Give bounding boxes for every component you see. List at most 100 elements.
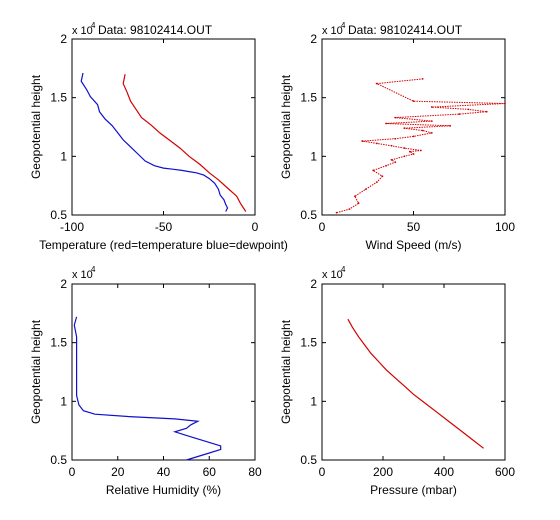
pressure-series-0-line [347,318,484,449]
panel-pressure-ylabel: Geopotential height [279,319,293,424]
temperature-x-tick-label: -100 [60,220,84,234]
wind-speed-data-point [376,181,378,184]
panel-humidity-plot-area: 0 20 40 60 80 0.5 1 1.5 2 [50,277,262,479]
panel-humidity-xlabel: Relative Humidity (%) [106,483,221,497]
wind-speed-data-point [430,120,433,123]
wind-speed-data-point [390,144,393,147]
wind-speed-data-point [412,100,415,103]
wind-speed-y-tick-label: 1 [310,149,317,163]
pressure-x-tick-label: 600 [495,465,515,479]
wind-speed-x-tick-label: 50 [407,220,421,234]
wind-speed-y-tick-label: 2 [310,32,317,46]
panel-wind-speed-ylabel: Geopotential height [279,74,293,179]
wind-speed-data-point [385,164,387,167]
pressure-y-tick-label: 2 [310,277,317,291]
panel-temperature-xlabel: Temperature (red=temperature blue=dewpoi… [39,238,288,252]
panel-wind-speed-title: Data: 98102414.OUT [348,23,463,37]
pressure-y-tick-label: 1 [310,394,317,408]
panel-wind-speed-exponent-base: x 10 [322,25,343,37]
wind-speed-data-point [385,122,387,125]
panel-temperature-ylabel: Geopotential height [29,74,43,179]
wind-speed-data-point [348,208,351,211]
wind-speed-data-point [430,131,433,134]
wind-speed-x-tick-label: 0 [319,220,326,234]
wind-speed-data-point [376,82,378,85]
wind-speed-series-0-trace [336,78,506,214]
wind-speed-data-point [403,147,406,150]
humidity-series-0-line [73,316,222,461]
panel-humidity-ylabel: Geopotential height [29,319,43,424]
panel-pressure-exponent-power: 4 [341,265,346,274]
wind-speed-axes-box [321,38,506,216]
wind-speed-data-point [504,102,506,105]
panel-pressure-exponent-base: x 10 [322,269,343,281]
wind-speed-data-point [467,108,470,111]
wind-speed-data-point [458,113,461,115]
wind-speed-y-tick-label: 0.5 [300,208,317,222]
temperature-series-0-line [122,74,247,212]
wind-speed-data-point [403,155,406,158]
wind-speed-x-tick-label: 100 [495,220,515,234]
wind-speed-data-point [390,158,393,161]
humidity-x-tick-label: 80 [248,465,262,479]
wind-speed-data-point [394,161,397,164]
wind-speed-data-point [372,169,375,172]
wind-speed-data-point [403,127,406,130]
wind-speed-data-point [357,202,360,205]
temperature-y-tick-label: 2 [60,32,67,46]
wind-speed-data-point [449,124,451,127]
wind-speed-data-point [354,195,356,198]
wind-speed-data-point [365,188,367,191]
pressure-y-tick-label: 1.5 [300,336,317,350]
panel-temperature-plot-area: -100 -50 0 0.5 1 1.5 2 [50,32,258,234]
wind-speed-data-point [421,77,424,80]
panel-temperature: x 10 4 Data: 98102414.OUT -100 -50 0 0.5 1 1.… [29,21,288,252]
pressure-axes-box [321,283,506,461]
humidity-x-tick-label: 40 [157,465,171,479]
wind-speed-data-point [421,129,424,132]
panel-pressure: x 10 4 0 200 400 600 0.5 1 1.5 2 Pressure (mbar… [279,265,515,497]
wind-speed-data-point [394,116,397,119]
panel-wind-speed-xlabel: Wind Speed (m/s) [365,238,461,252]
wind-speed-data-point [412,153,415,155]
pressure-x-tick-label: 0 [319,465,326,479]
temperature-y-tick-label: 1.5 [50,91,67,105]
humidity-y-tick-label: 1 [60,394,67,408]
panel-pressure-plot-area: 0 200 400 600 0.5 1 1.5 2 [300,277,515,479]
wind-speed-data-point [394,137,397,140]
humidity-y-tick-label: 2 [60,277,67,291]
wind-speed-y-tick-label: 1.5 [300,91,317,105]
temperature-y-tick-label: 1 [60,149,67,163]
temperature-x-tick-label: 0 [252,220,259,234]
wind-speed-data-point [376,142,378,145]
panel-temperature-title: Data: 98102414.OUT [98,23,213,37]
temperature-x-tick-label: -50 [155,220,173,234]
humidity-axes-box [71,283,256,461]
panel-humidity: x 10 4 0 20 40 60 80 0.5 1 1.5 2 Relative Humidi… [29,265,262,497]
wind-speed-data-point [408,150,411,153]
wind-speed-data-point [381,175,384,178]
panel-humidity-exponent-base: x 10 [72,269,93,281]
wind-speed-data-point [361,140,364,142]
humidity-y-tick-label: 0.5 [50,453,67,467]
wind-speed-data-point [430,106,433,108]
wind-speed-data-point [485,110,488,113]
pressure-y-tick-label: 0.5 [300,453,317,467]
pressure-x-tick-label: 200 [373,465,393,479]
panel-wind-speed-exponent-power: 4 [341,21,346,30]
panel-humidity-exponent-power: 4 [91,265,96,274]
wind-speed-data-point [419,149,422,152]
panel-temperature-exponent-power: 4 [91,21,96,30]
humidity-x-tick-label: 60 [203,465,217,479]
temperature-y-tick-label: 0.5 [50,208,67,222]
temperature-series-1-line [80,72,229,212]
wind-speed-data-point [412,135,415,138]
humidity-y-tick-label: 1.5 [50,336,67,350]
panel-wind-speed-plot-area: 0 50 100 0.5 1 1.5 2 [300,32,515,234]
wind-speed-data-point [335,211,338,214]
panel-pressure-xlabel: Pressure (mbar) [370,483,457,497]
humidity-x-tick-label: 0 [69,465,76,479]
panel-temperature-exponent-base: x 10 [72,25,93,37]
humidity-x-tick-label: 20 [111,465,125,479]
